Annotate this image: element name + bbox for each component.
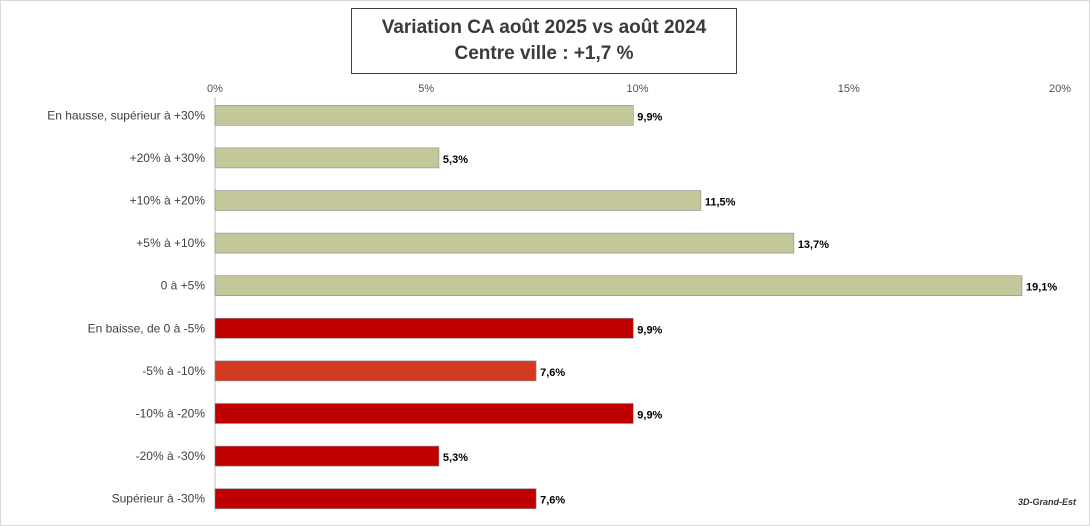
chart-subtitle: Centre ville : +1,7 %	[454, 43, 634, 64]
bar	[214, 445, 440, 467]
bar	[214, 232, 795, 254]
watermark-logo: 3D-Grand-Est	[1017, 497, 1076, 507]
category-label: -10% à -20%	[136, 407, 206, 421]
category-label: 0 à +5%	[161, 279, 206, 293]
data-label: 19,1%	[1026, 282, 1057, 294]
bar	[214, 275, 1023, 297]
category-label: +5% à +10%	[136, 236, 205, 250]
category-label: En baisse, de 0 à -5%	[88, 321, 206, 335]
data-label: 7,6%	[540, 495, 565, 507]
category-label: +10% à +20%	[130, 194, 206, 208]
bar	[214, 488, 537, 510]
data-label: 9,9%	[637, 324, 662, 336]
category-label: Supérieur à -30%	[112, 492, 206, 506]
data-label: 11,5%	[705, 197, 736, 209]
category-label: -20% à -30%	[136, 449, 206, 463]
chart-title-box: Variation CA août 2025 vs août 2024 Cent…	[351, 8, 737, 74]
category-label: -5% à -10%	[142, 364, 205, 378]
x-tick-label: 0%	[207, 83, 223, 95]
bar	[214, 147, 440, 169]
bar	[214, 190, 702, 211]
data-label: 5,3%	[443, 452, 468, 464]
data-label: 7,6%	[540, 367, 565, 379]
x-tick-label: 10%	[626, 83, 648, 95]
x-tick-label: 5%	[418, 83, 434, 95]
data-label: 13,7%	[798, 239, 829, 251]
x-tick-label: 15%	[838, 83, 860, 95]
bar	[214, 105, 634, 126]
bar	[214, 360, 537, 382]
data-label: 5,3%	[443, 154, 468, 166]
chart-title: Variation CA août 2025 vs août 2024	[381, 17, 707, 38]
x-tick-label: 20%	[1049, 83, 1071, 95]
category-label: +20% à +30%	[130, 151, 206, 165]
bar	[214, 403, 634, 424]
data-label: 9,9%	[637, 111, 662, 123]
data-label: 9,9%	[637, 410, 662, 422]
category-label: En hausse, supérieur à +30%	[47, 108, 205, 122]
bar	[214, 317, 634, 339]
